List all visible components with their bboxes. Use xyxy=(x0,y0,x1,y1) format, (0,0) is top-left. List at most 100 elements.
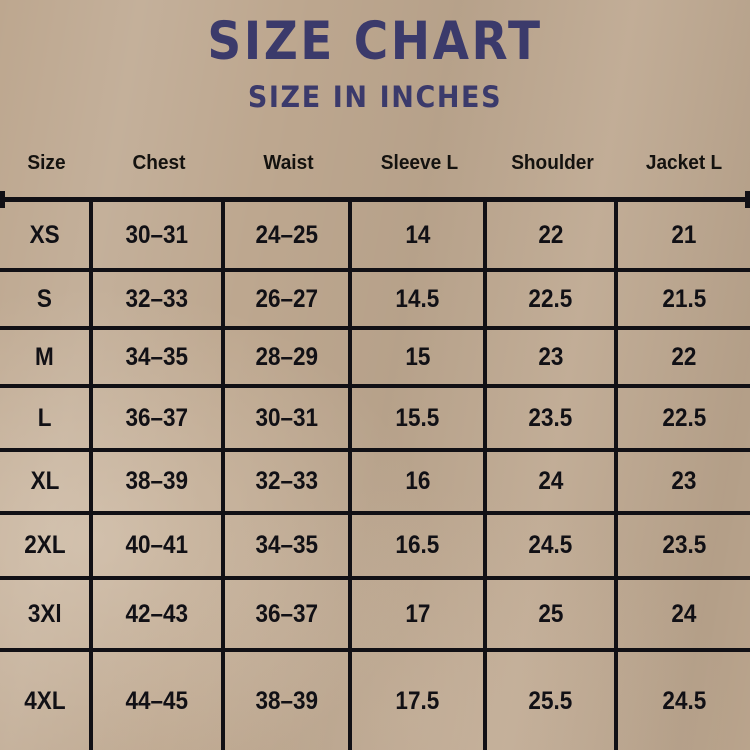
cell-chest-xs: 30–31 xyxy=(93,202,225,268)
cell-text: 3Xl xyxy=(27,599,62,628)
table-body: XS 30–31 24–25 14 22 21 S 32–33 26–27 14.5 22.5 21.… xyxy=(0,202,750,750)
heading-block: SIZE CHART SIZE IN INCHES xyxy=(0,0,750,115)
cell-waist-l: 30–31 xyxy=(225,388,352,448)
cell-jacket-l-4xl: 24.5 xyxy=(618,652,750,750)
cell-text: L xyxy=(37,403,52,432)
cell-text: XS xyxy=(29,220,60,249)
cell-jacket-l-xl: 23 xyxy=(618,452,750,511)
cell-size-s: S xyxy=(0,272,93,326)
cell-shoulder-m: 23 xyxy=(487,330,618,384)
cell-text: 24.5 xyxy=(528,531,573,559)
cell-size-xl: XL xyxy=(0,452,93,511)
cell-size-l: L xyxy=(0,388,93,448)
cell-waist-s: 26–27 xyxy=(225,272,352,326)
cell-text: M xyxy=(35,342,54,371)
cell-jacket-l-l: 22.5 xyxy=(618,388,750,448)
column-header-jacket-l: Jacket L xyxy=(645,151,723,174)
cell-text: 14 xyxy=(404,220,431,249)
column-header-sleeve-l: Sleeve L xyxy=(380,151,459,174)
cell-text: 23 xyxy=(671,467,697,495)
table-row: 4XL 44–45 38–39 17.5 25.5 24.5 xyxy=(0,652,750,750)
column-header-size: Size xyxy=(27,151,66,174)
cell-text: 23 xyxy=(537,342,564,371)
cell-text: 14.5 xyxy=(395,284,440,313)
column-header-waist: Waist xyxy=(263,151,314,174)
table-row: L 36–37 30–31 15.5 23.5 22.5 xyxy=(0,388,750,452)
cell-sleeve-l-3xl: 17 xyxy=(352,580,487,648)
cell-shoulder-3xl: 25 xyxy=(487,580,618,648)
cell-text: 34–35 xyxy=(255,531,318,559)
cell-text: 23.5 xyxy=(662,531,706,559)
cell-chest-3xl: 42–43 xyxy=(93,580,225,648)
cell-text: 25 xyxy=(537,599,564,628)
cell-text: 32–33 xyxy=(255,467,318,495)
cell-text: 24 xyxy=(671,599,697,628)
cell-text: 21.5 xyxy=(662,284,706,313)
table-top-rule xyxy=(0,191,750,208)
table-row: XL 38–39 32–33 16 24 23 xyxy=(0,452,750,515)
cell-size-4xl: 4XL xyxy=(0,652,93,750)
cell-shoulder-l: 23.5 xyxy=(487,388,618,448)
cell-text: S xyxy=(36,284,53,313)
cell-text: 21 xyxy=(671,220,697,249)
cell-text: 34–35 xyxy=(125,342,189,371)
cell-jacket-l-s: 21.5 xyxy=(618,272,750,326)
measure-tick-right-icon xyxy=(745,191,750,208)
cell-chest-4xl: 44–45 xyxy=(93,652,225,750)
cell-text: 30–31 xyxy=(255,403,318,432)
table-row: XS 30–31 24–25 14 22 21 xyxy=(0,202,750,272)
cell-text: XL xyxy=(30,467,59,495)
cell-sleeve-l-4xl: 17.5 xyxy=(352,652,487,750)
cell-jacket-l-2xl: 23.5 xyxy=(618,515,750,576)
cell-text: 22.5 xyxy=(662,403,706,432)
cell-size-3xl: 3Xl xyxy=(0,580,93,648)
size-table: XS 30–31 24–25 14 22 21 S 32–33 26–27 14.5 22.5 21.… xyxy=(0,191,750,750)
cell-size-2xl: 2XL xyxy=(0,515,93,576)
cell-text: 17.5 xyxy=(395,686,440,715)
cell-text: 22 xyxy=(537,220,564,249)
cell-text: 24.5 xyxy=(662,686,706,715)
cell-chest-m: 34–35 xyxy=(93,330,225,384)
table-row: 2XL 40–41 34–35 16.5 24.5 23.5 xyxy=(0,515,750,580)
cell-size-xs: XS xyxy=(0,202,93,268)
cell-text: 28–29 xyxy=(255,342,318,371)
cell-text: 24 xyxy=(537,467,564,495)
cell-text: 32–33 xyxy=(125,284,189,313)
cell-sleeve-l-2xl: 16.5 xyxy=(352,515,487,576)
cell-text: 36–37 xyxy=(125,403,189,432)
cell-text: 2XL xyxy=(23,531,66,559)
cell-text: 15 xyxy=(404,342,431,371)
cell-shoulder-xs: 22 xyxy=(487,202,618,268)
cell-jacket-l-xs: 21 xyxy=(618,202,750,268)
cell-text: 4XL xyxy=(23,686,66,715)
measure-tick-left-icon xyxy=(0,191,5,208)
cell-text: 15.5 xyxy=(395,403,440,432)
cell-chest-2xl: 40–41 xyxy=(93,515,225,576)
cell-sleeve-l-s: 14.5 xyxy=(352,272,487,326)
cell-text: 23.5 xyxy=(528,403,573,432)
column-header-row: Size Chest Waist Sleeve L Shoulder Jacke… xyxy=(0,143,750,183)
cell-waist-xl: 32–33 xyxy=(225,452,352,511)
column-header-chest: Chest xyxy=(132,151,186,174)
cell-chest-s: 32–33 xyxy=(93,272,225,326)
cell-size-m: M xyxy=(0,330,93,384)
column-header-shoulder: Shoulder xyxy=(511,151,594,174)
cell-text: 36–37 xyxy=(255,599,318,628)
cell-sleeve-l-m: 15 xyxy=(352,330,487,384)
table-row: 3Xl 42–43 36–37 17 25 24 xyxy=(0,580,750,652)
cell-text: 24–25 xyxy=(255,220,318,249)
page-subtitle: SIZE IN INCHES xyxy=(247,80,503,115)
table-row: S 32–33 26–27 14.5 22.5 21.5 xyxy=(0,272,750,330)
cell-text: 16.5 xyxy=(395,531,440,559)
cell-text: 25.5 xyxy=(528,686,573,715)
cell-shoulder-4xl: 25.5 xyxy=(487,652,618,750)
page-title: SIZE CHART xyxy=(207,10,543,73)
cell-text: 22 xyxy=(671,342,697,371)
cell-waist-3xl: 36–37 xyxy=(225,580,352,648)
cell-shoulder-2xl: 24.5 xyxy=(487,515,618,576)
cell-waist-2xl: 34–35 xyxy=(225,515,352,576)
cell-text: 16 xyxy=(404,467,431,495)
cell-text: 38–39 xyxy=(125,467,189,495)
cell-jacket-l-3xl: 24 xyxy=(618,580,750,648)
